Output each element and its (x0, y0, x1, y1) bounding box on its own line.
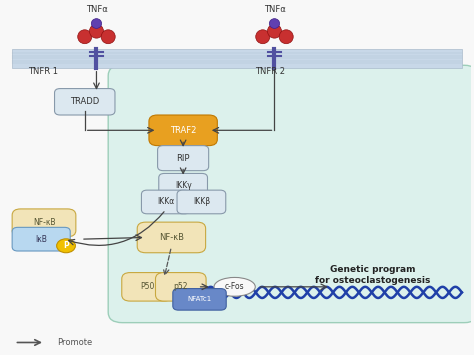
Ellipse shape (214, 278, 255, 296)
Text: P50: P50 (140, 282, 154, 291)
Text: c-Fos: c-Fos (225, 282, 245, 291)
Text: IKKγ: IKKγ (175, 181, 191, 190)
FancyBboxPatch shape (159, 174, 208, 197)
FancyBboxPatch shape (177, 190, 226, 214)
Text: NF-κB: NF-κB (159, 233, 184, 242)
FancyBboxPatch shape (155, 273, 206, 301)
Text: IκB: IκB (35, 235, 47, 244)
FancyBboxPatch shape (122, 273, 173, 301)
Text: p52: p52 (173, 282, 188, 291)
FancyBboxPatch shape (108, 65, 474, 323)
Text: TNFR 1: TNFR 1 (28, 67, 59, 76)
FancyBboxPatch shape (55, 88, 115, 115)
FancyBboxPatch shape (137, 222, 206, 253)
Ellipse shape (267, 24, 282, 38)
Text: P: P (63, 241, 69, 250)
Ellipse shape (91, 19, 101, 28)
Text: NF-κB: NF-κB (33, 218, 55, 227)
Ellipse shape (269, 19, 280, 28)
Circle shape (57, 239, 75, 253)
Ellipse shape (78, 30, 92, 44)
Ellipse shape (256, 30, 270, 44)
FancyBboxPatch shape (149, 115, 217, 146)
Text: TNFα: TNFα (264, 5, 285, 14)
Text: TNFR 2: TNFR 2 (255, 67, 285, 76)
FancyBboxPatch shape (12, 49, 462, 68)
Ellipse shape (279, 30, 293, 44)
Ellipse shape (101, 30, 115, 44)
FancyBboxPatch shape (12, 209, 76, 237)
FancyBboxPatch shape (12, 227, 70, 251)
FancyBboxPatch shape (157, 146, 209, 171)
FancyBboxPatch shape (141, 190, 190, 214)
Ellipse shape (90, 24, 103, 38)
Text: Genetic program
for osteoclastogenesis: Genetic program for osteoclastogenesis (315, 264, 430, 285)
Text: RIP: RIP (176, 154, 190, 163)
FancyBboxPatch shape (173, 289, 226, 310)
Text: TRADD: TRADD (70, 97, 100, 106)
Text: Promote: Promote (57, 338, 92, 347)
Text: TNFα: TNFα (86, 5, 107, 14)
Text: IKKα: IKKα (157, 197, 174, 207)
Text: IKKβ: IKKβ (193, 197, 210, 207)
Text: NFATc1: NFATc1 (187, 296, 212, 302)
Text: TRAF2: TRAF2 (170, 126, 196, 135)
